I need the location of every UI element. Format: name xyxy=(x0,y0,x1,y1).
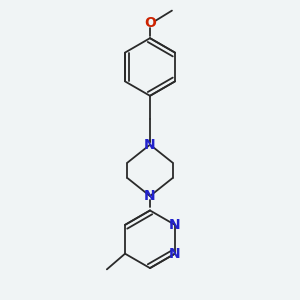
Text: N: N xyxy=(144,189,156,203)
Text: O: O xyxy=(144,16,156,30)
Text: N: N xyxy=(169,218,181,232)
Text: N: N xyxy=(144,138,156,152)
Text: N: N xyxy=(169,247,181,261)
